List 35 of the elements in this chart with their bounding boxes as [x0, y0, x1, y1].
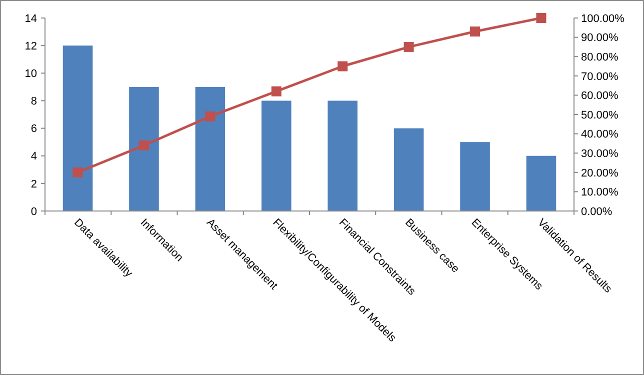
- y-tick-label: 4: [30, 150, 37, 163]
- y-tick-label: 12: [24, 40, 37, 52]
- y-tick-label: 6: [30, 123, 37, 136]
- y-tick-label: 14: [24, 12, 37, 25]
- y2-tick-label: 100.00%: [581, 12, 625, 25]
- y2-tick-label: 60.00%: [581, 90, 619, 102]
- bar: [262, 100, 292, 211]
- bar: [460, 142, 490, 211]
- bar: [394, 128, 424, 211]
- y2-tick-label: 90.00%: [581, 32, 619, 44]
- y-tick-label: 8: [30, 96, 37, 108]
- y2-tick-label: 0.00%: [581, 206, 612, 218]
- point: [138, 140, 149, 150]
- bar: [526, 156, 556, 211]
- point: [338, 61, 348, 72]
- point: [470, 26, 480, 37]
- y-tick-label: 10: [24, 68, 37, 80]
- y2-tick-label: 70.00%: [581, 70, 619, 83]
- y2-tick-label: 30.00%: [581, 148, 619, 160]
- y-tick-label: 2: [30, 178, 37, 190]
- point: [536, 13, 546, 23]
- y2-tick-label: 40.00%: [581, 128, 619, 141]
- point: [271, 86, 282, 96]
- bar: [129, 86, 159, 211]
- bar: [62, 46, 93, 211]
- y2-tick-label: 80.00%: [581, 51, 619, 64]
- point: [404, 42, 414, 52]
- point: [205, 111, 216, 122]
- bar: [195, 86, 226, 211]
- y-tick-label: 0: [30, 206, 37, 218]
- y2-tick-label: 20.00%: [581, 167, 619, 180]
- y2-tick-label: 10.00%: [581, 186, 619, 199]
- bar: [328, 100, 358, 211]
- y2-tick-label: 50.00%: [581, 109, 619, 122]
- point: [72, 167, 83, 178]
